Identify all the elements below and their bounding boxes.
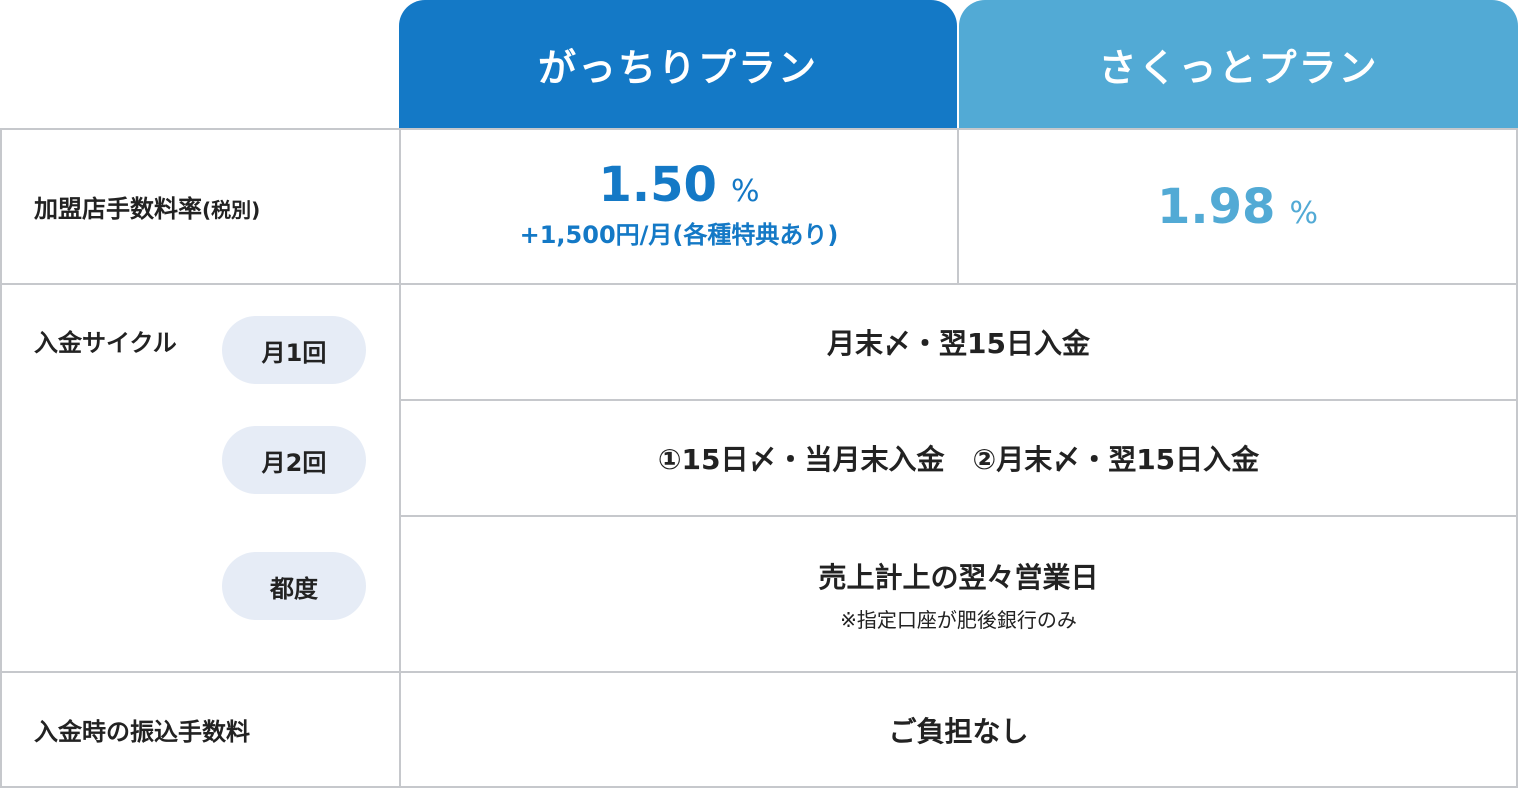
- transfer-value-cell: ご負担なし: [399, 671, 1518, 788]
- transfer-label: 入金時の振込手数料: [34, 718, 250, 746]
- transfer-label-cell: 入金時の振込手数料: [0, 671, 401, 788]
- sakutto-rate: 1.98: [1157, 178, 1276, 235]
- gacchiri-fee-note: +1,500円/月(各種特典あり): [519, 221, 839, 249]
- plan-header-gacchiri: がっちりプラン: [399, 0, 957, 128]
- gacchiri-rate-unit: %: [730, 174, 760, 209]
- gacchiri-fee-cell: 1.50% +1,500円/月(各種特典あり): [399, 128, 959, 285]
- cycle-tag-monthly: 月1回: [222, 316, 366, 384]
- transfer-value: ご負担なし: [888, 714, 1029, 748]
- cycle-value: 売上計上の翌々営業日: [818, 560, 1099, 594]
- fee-suffix: (税別): [202, 198, 261, 222]
- cycle-value: 月末〆・翌15日入金: [827, 327, 1090, 360]
- cycle-value: ①15日〆・当月末入金 ②月末〆・翌15日入金: [657, 443, 1260, 476]
- fee-label-cell: 加盟店手数料率(税別): [0, 128, 401, 285]
- cycle-tag-each: 都度: [222, 552, 366, 620]
- cycle-value-cell: ①15日〆・当月末入金 ②月末〆・翌15日入金: [399, 399, 1518, 517]
- cycle-value-cell: 月末〆・翌15日入金: [399, 283, 1518, 401]
- cycle-value-cell: 売上計上の翌々営業日 ※指定口座が肥後銀行のみ: [399, 515, 1518, 673]
- sakutto-fee-cell: 1.98%: [957, 128, 1518, 285]
- fee-label: 加盟店手数料率: [34, 195, 202, 223]
- cycle-note: ※指定口座が肥後銀行のみ: [840, 607, 1077, 632]
- sakutto-rate-unit: %: [1289, 195, 1318, 231]
- gacchiri-rate: 1.50: [598, 157, 717, 213]
- plan-header-sakutto: さくっとプラン: [959, 0, 1518, 128]
- cycle-tag-twice: 月2回: [222, 426, 366, 494]
- cycle-label: 入金サイクル: [34, 329, 177, 357]
